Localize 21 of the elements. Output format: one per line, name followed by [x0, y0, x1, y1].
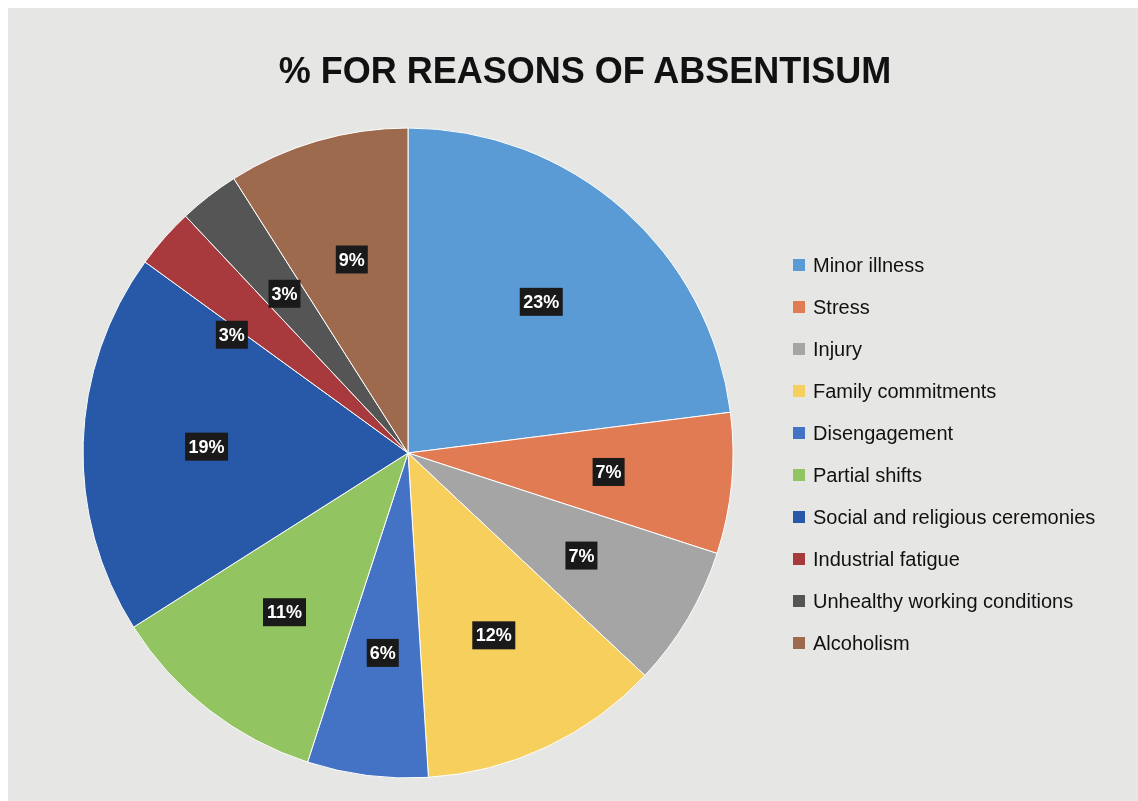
legend-label: Injury — [813, 338, 862, 360]
legend-label: Alcoholism — [813, 632, 910, 654]
data-label: 6% — [369, 642, 396, 663]
legend-label: Social and religious ceremonies — [813, 506, 1096, 528]
legend-label: Partial shifts — [813, 464, 922, 486]
data-label: 3% — [218, 324, 245, 345]
data-label: 19% — [188, 436, 225, 457]
data-label: 23% — [523, 291, 560, 312]
legend-label: Industrial fatigue — [813, 548, 960, 570]
data-label: 7% — [595, 461, 622, 482]
data-label: 3% — [271, 283, 298, 304]
legend-label: Unhealthy working conditions — [813, 590, 1074, 612]
data-label: 9% — [338, 249, 365, 270]
legend-label: Stress — [813, 296, 870, 318]
data-label: 12% — [475, 625, 512, 646]
data-label: 11% — [266, 602, 303, 623]
legend-label: Family commitments — [813, 380, 997, 402]
legend-label: Disengagement — [813, 422, 954, 444]
data-label: 7% — [568, 545, 595, 566]
legend-label: Minor illness — [813, 254, 925, 276]
chart-title: % FOR REASONS OF ABSENTISUM — [278, 50, 892, 91]
